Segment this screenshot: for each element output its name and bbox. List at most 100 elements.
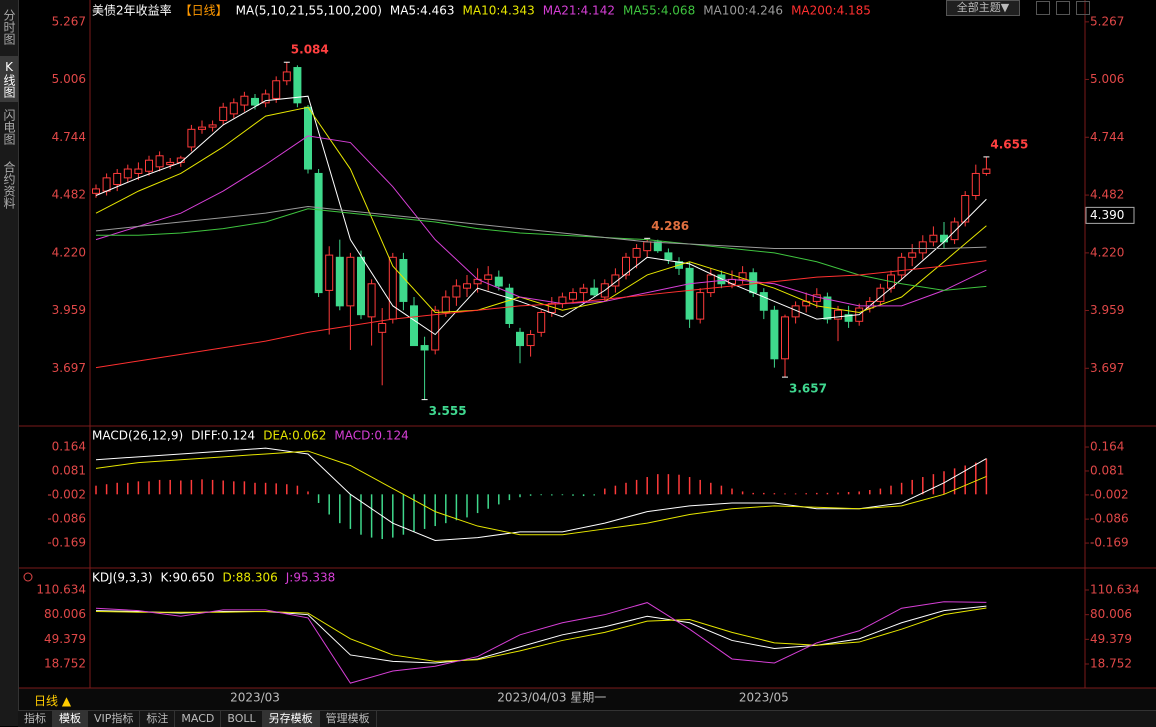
y-tick-label: 18.752	[44, 656, 86, 670]
y-tick-label: 5.006	[1090, 72, 1124, 86]
toolbar-item[interactable]: 管理模板	[320, 711, 377, 727]
period-button[interactable]: 日线 ▲	[34, 694, 72, 708]
candle-body	[526, 334, 535, 347]
x-axis-band	[18, 688, 1156, 710]
candle-body	[929, 234, 938, 243]
y-tick-label: 110.634	[1090, 583, 1140, 597]
candle-body	[653, 241, 662, 252]
y-tick-label: 0.164	[52, 440, 86, 454]
toolbar-item[interactable]: 模板	[53, 711, 88, 727]
annotation: 3.657	[789, 382, 827, 396]
candle-body	[908, 252, 917, 258]
window-icon[interactable]	[1076, 1, 1090, 15]
candle-body	[738, 272, 747, 280]
candle-body	[494, 276, 503, 287]
toolbar-item[interactable]: VIP指标	[88, 711, 141, 727]
y-tick-label: 4.220	[1090, 245, 1124, 259]
candle-body	[293, 67, 302, 104]
indicator-line	[95, 607, 987, 662]
sidebar-tab[interactable]: 闪电图	[2, 109, 16, 145]
sidebar-tab[interactable]: 合约资料	[2, 161, 16, 209]
candle-body	[897, 256, 906, 276]
candle-body	[441, 296, 450, 313]
candle-body	[410, 305, 418, 347]
toolbar-item[interactable]: 另存模板	[262, 711, 320, 727]
x-tick-label: 2023/05	[739, 691, 789, 705]
candle-body	[982, 168, 991, 174]
candle-body	[643, 241, 652, 252]
candle-body	[569, 292, 577, 300]
indicator-line	[95, 135, 987, 307]
legend-entry: MA10:4.343	[463, 4, 535, 18]
candle-body	[367, 283, 376, 318]
candle-body	[706, 274, 715, 294]
y-tick-label: 110.634	[36, 583, 86, 597]
y-tick-label: 4.482	[1090, 188, 1124, 202]
candle-body	[145, 159, 153, 172]
candle-body	[261, 93, 270, 104]
y-tick-label: 5.267	[1090, 14, 1124, 28]
panel-title: MACD(26,12,9)	[92, 429, 183, 443]
candle-body	[516, 331, 524, 347]
candle-body	[558, 296, 567, 305]
window-icon[interactable]	[1056, 1, 1070, 15]
y-tick-label: 0.081	[1090, 463, 1124, 477]
window-icon[interactable]	[1036, 1, 1050, 15]
indicator-line	[95, 95, 987, 336]
candle-body	[452, 285, 461, 298]
candle-body	[166, 161, 175, 166]
candle-body	[314, 172, 323, 294]
annotation: 3.555	[429, 404, 467, 418]
y-tick-label: 49.379	[44, 632, 86, 646]
y-tick-label: 80.006	[1090, 607, 1132, 621]
legend-entry: MA100:4.246	[703, 4, 783, 18]
candle-body	[251, 97, 259, 106]
y-tick-label: 3.697	[1090, 361, 1124, 375]
candle-body	[632, 247, 641, 258]
theme-button[interactable]: 全部主题▼	[946, 0, 1020, 16]
candle-body	[431, 309, 440, 351]
y-tick-label: 3.697	[52, 361, 86, 375]
legend-entry: MACD:0.124	[334, 429, 408, 443]
candle-body	[770, 309, 779, 360]
y-tick-label: 4.744	[52, 130, 86, 144]
legend-entry: MA21:4.142	[543, 4, 615, 18]
candle-body	[208, 124, 217, 128]
candle-body	[335, 256, 344, 307]
toolbar-item[interactable]: BOLL	[221, 711, 263, 727]
toolbar: 指标 模板 VIP指标 标注 MACD BOLL 另存模板 管理模板	[18, 710, 1156, 727]
sidebar-tab[interactable]: K线图	[0, 56, 18, 102]
toolbar-item[interactable]: MACD	[175, 711, 222, 727]
candle-body	[92, 188, 100, 194]
candle-body	[346, 256, 355, 307]
y-tick-label: 4.744	[1090, 130, 1124, 144]
price-tag-box	[1085, 206, 1135, 224]
candle-body	[420, 345, 429, 351]
y-tick-label: 0.081	[52, 463, 86, 477]
candle-body	[611, 274, 620, 287]
indicator-line	[95, 206, 987, 249]
candle-body	[940, 234, 948, 243]
toolbar-item[interactable]: 指标	[18, 711, 53, 727]
legend-entry: MA5:4.463	[390, 4, 455, 18]
candle-body	[187, 128, 196, 148]
indicator-line	[95, 601, 987, 684]
sidebar-tab[interactable]: 分时图	[2, 9, 16, 45]
sidebar: 分时图 K线图 闪电图 合约资料	[0, 0, 19, 726]
y-tick-label: -0.002	[47, 487, 86, 501]
indicator-line	[95, 106, 987, 313]
toolbar-item[interactable]: 标注	[140, 711, 176, 727]
indicator-line	[95, 260, 987, 369]
y-tick-label: 3.959	[52, 303, 86, 317]
candle-body	[282, 71, 291, 82]
candle-body	[590, 287, 599, 296]
candle-body	[537, 311, 546, 333]
y-tick-label: 4.482	[52, 188, 86, 202]
legend-entry: MA55:4.068	[623, 4, 695, 18]
legend-entry: MA200:4.185	[791, 4, 871, 18]
candle-body	[272, 80, 281, 99]
candle-body	[463, 283, 471, 289]
legend-entry: J:95.338	[285, 571, 336, 585]
annotation: 4.655	[990, 137, 1028, 151]
